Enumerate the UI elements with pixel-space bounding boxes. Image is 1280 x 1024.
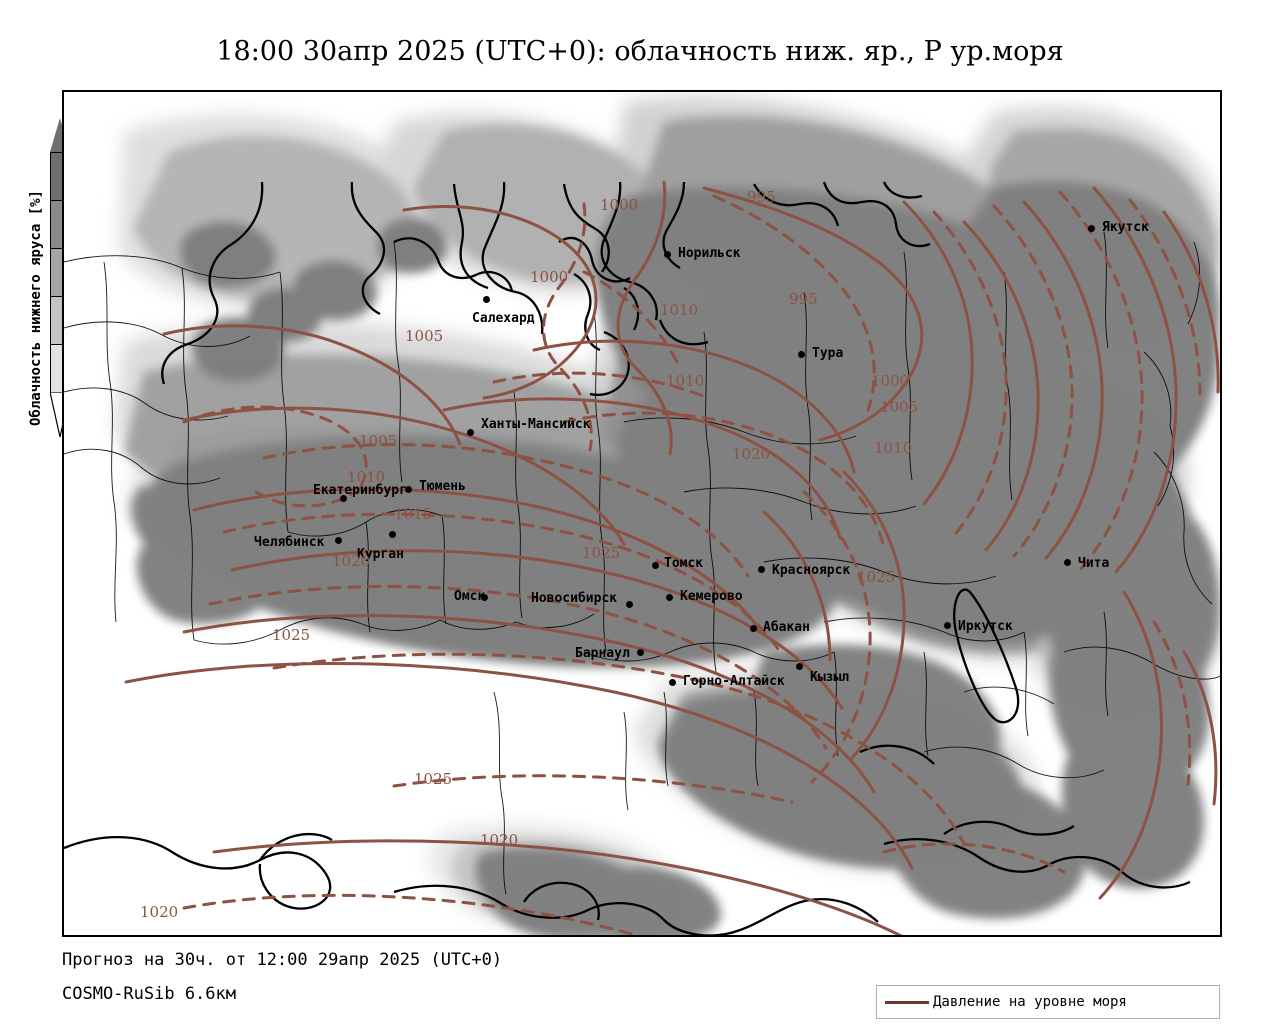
city-label: Екатеринбург	[313, 483, 407, 498]
forecast-info-line: Прогноз на 30ч. от 12:00 29апр 2025 (UTC…	[62, 950, 503, 970]
isobar-value-label: 1000	[871, 372, 910, 390]
isobar-value-label: 1025	[857, 568, 896, 586]
colorbar-title: Облачность нижнего яруса [%]	[28, 190, 44, 427]
city-marker[interactable]	[669, 679, 676, 686]
city-label: Чита	[1078, 556, 1110, 571]
city-marker[interactable]	[1064, 559, 1071, 566]
city-label: Тура	[812, 346, 844, 361]
city-marker[interactable]	[652, 562, 659, 569]
isobar-value-label: 1010	[874, 439, 913, 457]
isobar-value-label: 1025	[582, 544, 621, 562]
city-marker[interactable]	[944, 622, 951, 629]
model-info-line: COSMO-RuSib 6.6км	[62, 984, 236, 1004]
city-label: Курган	[357, 547, 404, 562]
city-label: Новосибирск	[531, 591, 618, 606]
city-label: Челябинск	[254, 535, 325, 550]
city-marker[interactable]	[405, 486, 412, 493]
isobar-value-label: 1025	[414, 770, 453, 788]
city-label: Барнаул	[575, 646, 630, 661]
city-label: Кызыл	[810, 670, 850, 685]
isobar-value-label: 1015	[394, 505, 433, 523]
city-marker[interactable]	[750, 625, 757, 632]
pressure-legend: Давление на уровне моря	[876, 985, 1220, 1019]
city-label: Иркутск	[958, 619, 1013, 634]
city-label: Ханты-Мансийск	[481, 417, 591, 432]
city-label: Кемерово	[680, 589, 743, 604]
isobar-value-label: 1020	[732, 445, 771, 463]
city-label: Салехард	[472, 311, 535, 326]
city-marker[interactable]	[758, 566, 765, 573]
city-marker[interactable]	[626, 601, 633, 608]
city-marker[interactable]	[335, 537, 342, 544]
map-canvas	[64, 92, 1220, 935]
city-marker[interactable]	[666, 594, 673, 601]
pressure-line-swatch	[885, 1000, 929, 1004]
city-label: Абакан	[763, 620, 810, 635]
city-label: Тюмень	[419, 479, 466, 494]
city-marker[interactable]	[664, 251, 671, 258]
city-marker[interactable]	[483, 296, 490, 303]
city-marker[interactable]	[1088, 225, 1095, 232]
city-label: Красноярск	[772, 563, 851, 578]
city-marker[interactable]	[467, 429, 474, 436]
isobar-value-label: 1020	[480, 831, 519, 849]
pressure-legend-label: Давление на уровне моря	[933, 994, 1127, 1010]
city-marker[interactable]	[340, 495, 347, 502]
city-label: Норильск	[678, 246, 741, 261]
colorbar: Облачность нижнего яруса [%] 9070503010	[8, 118, 92, 590]
isobar-value-label: 1005	[880, 398, 919, 416]
weather-map[interactable]: Норильск Салехард Якутск Тура Ханты-Мансийск…	[62, 90, 1222, 937]
isobar-value-label: 995	[747, 188, 776, 206]
coastline-outline	[64, 181, 1191, 935]
isobar-value-label: 1005	[359, 432, 398, 450]
page-title: 18:00 30апр 2025 (UTC+0): облачность ниж…	[216, 36, 1064, 67]
city-label: Омск	[454, 589, 486, 604]
city-marker[interactable]	[796, 663, 803, 670]
isobar-value-label: 1000	[600, 196, 639, 214]
city-marker[interactable]	[798, 351, 805, 358]
isobar-value-label: 1000	[530, 268, 569, 286]
city-label: Горно-Алтайск	[683, 674, 785, 689]
city-label: Якутск	[1102, 220, 1149, 235]
isobar-value-label: 995	[789, 290, 818, 308]
isobar-value-label: 1020	[140, 903, 179, 921]
city-marker[interactable]	[389, 531, 396, 538]
city-marker[interactable]	[481, 594, 488, 601]
isobar-value-label: 1010	[666, 372, 705, 390]
isobar-value-label: 1020	[332, 552, 371, 570]
city-label: Томск	[664, 556, 704, 571]
isobar-value-label: 1005	[405, 327, 444, 345]
city-marker[interactable]	[637, 649, 644, 656]
isobar-value-label: 1010	[660, 301, 699, 319]
isobar-solid	[124, 180, 1220, 935]
isobar-value-label: 1025	[272, 626, 311, 644]
isobar-dashed	[182, 190, 1202, 935]
isobar-value-label: 1010	[347, 468, 386, 486]
